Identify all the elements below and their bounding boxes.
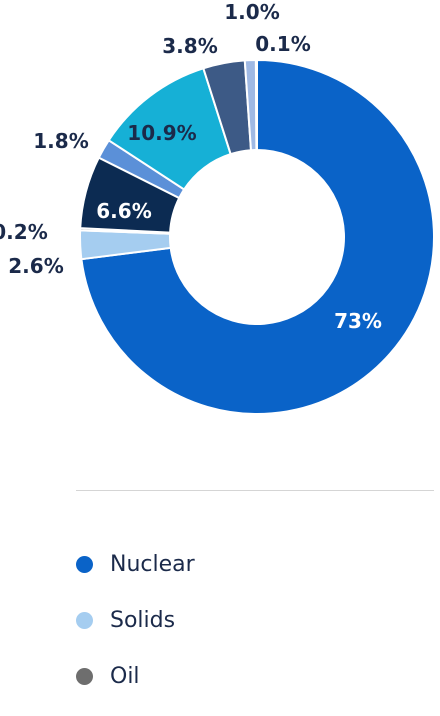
legend-item-oil: Oil <box>76 660 195 693</box>
legend-item-nuclear: Nuclear <box>76 548 195 581</box>
legend-label-nuclear: Nuclear <box>110 552 195 577</box>
legend-divider <box>76 490 434 491</box>
slice-label-7: 3.8% <box>162 34 217 58</box>
legend-swatch-nuclear <box>76 556 93 573</box>
legend-swatch-oil <box>76 668 93 685</box>
slice-segment-9 <box>254 58 258 152</box>
slice-label-3: 0.2% <box>0 220 48 244</box>
legend-swatch-solids <box>76 612 93 629</box>
slice-label-5: 1.8% <box>33 129 88 153</box>
slice-label-1: 73% <box>334 309 382 333</box>
legend-item-solids: Solids <box>76 604 195 637</box>
slice-label-4: 6.6% <box>96 199 151 223</box>
slice-label-9: 0.1% <box>255 32 310 56</box>
slice-nuclear <box>80 58 435 415</box>
slice-label-6: 10.9% <box>127 121 196 145</box>
donut-chart: 73% 2.6% 0.2% 6.6% 1.8% 10.9% 3.8% 1.0% 0.1% <box>0 0 435 415</box>
legend-label-oil: Oil <box>110 664 140 689</box>
slice-label-8: 1.0% <box>224 0 279 24</box>
chart-legend: Nuclear Solids Oil <box>76 548 195 716</box>
slice-label-2: 2.6% <box>8 254 63 278</box>
legend-label-solids: Solids <box>110 608 176 633</box>
